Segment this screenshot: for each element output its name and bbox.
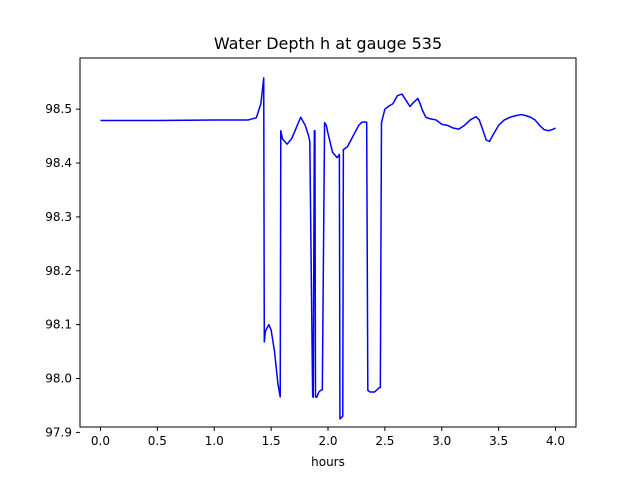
series-line-0 [100,77,556,420]
x-axis: 0.0 0.5 1.0 1.5 2.0 2.5 3.0 3.5 4.0 [91,427,565,448]
y-tick-label: 98.2 [45,264,72,278]
chart-title: Water Depth h at gauge 535 [214,34,442,53]
y-tick-label: 98.4 [45,156,72,170]
x-tick-label: 4.0 [546,434,565,448]
x-tick-label: 3.5 [489,434,508,448]
y-tick-label: 97.9 [45,425,72,439]
y-tick-label: 98.5 [45,102,72,116]
x-tick-label: 2.5 [375,434,394,448]
x-tick-label: 3.0 [432,434,451,448]
x-tick-label: 2.0 [318,434,337,448]
x-tick-label: 0.0 [91,434,110,448]
x-tick-label: 0.5 [148,434,167,448]
x-tick-label: 1.0 [205,434,224,448]
y-tick-label: 98.1 [45,318,72,332]
plot-layer [100,77,556,420]
y-tick-label: 98.0 [45,372,72,386]
x-axis-label: hours [311,455,345,469]
x-tick-label: 1.5 [262,434,281,448]
y-axis: 97.9 98.0 98.1 98.2 98.3 98.4 98.5 [45,102,80,439]
y-tick-label: 98.3 [45,210,72,224]
